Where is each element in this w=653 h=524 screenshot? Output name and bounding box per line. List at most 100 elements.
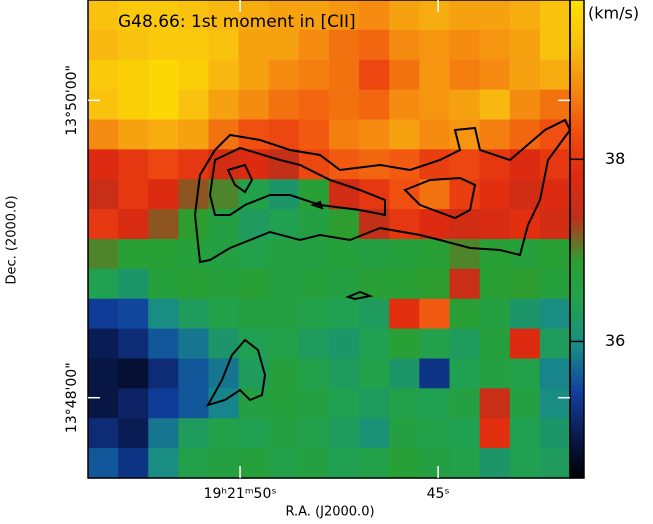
cell: [419, 89, 451, 121]
colorbar-strip: [570, 139, 584, 144]
colorbar-strip: [570, 171, 584, 176]
cell: [509, 358, 541, 389]
cell: [479, 209, 511, 240]
cell: [419, 298, 451, 330]
colorbar-strip: [570, 11, 584, 17]
colorbar-strip: [570, 306, 584, 312]
cell: [118, 119, 149, 150]
cell: [479, 29, 511, 61]
colorbar-strip: [570, 402, 584, 407]
cell: [118, 448, 149, 479]
colorbar-strip: [570, 430, 584, 435]
cell: [449, 29, 481, 61]
colorbar-strip: [570, 378, 584, 383]
cell: [298, 0, 330, 31]
cell: [479, 59, 511, 91]
y-tick-label: 13°50'00": [64, 65, 80, 136]
cell: [359, 298, 390, 330]
cell: [509, 298, 541, 330]
cell: [359, 268, 390, 300]
cell: [419, 388, 451, 419]
cell: [329, 59, 360, 91]
contour: [344, 290, 374, 301]
cell: [509, 328, 541, 360]
cell: [148, 448, 179, 479]
colorbar-strip: [570, 15, 584, 21]
colorbar-strip: [570, 211, 584, 216]
colorbar-strip: [570, 450, 584, 455]
cell: [148, 179, 179, 210]
cell: [449, 298, 481, 330]
colorbar-strip: [570, 446, 584, 451]
cell: [479, 388, 511, 419]
cell: [118, 89, 149, 121]
chart-title: G48.66: 1st moment in [CII]: [118, 12, 356, 32]
colorbar-strip: [570, 386, 584, 391]
cell: [329, 119, 360, 150]
cell: [419, 448, 451, 479]
cell: [298, 59, 330, 91]
cell: [208, 448, 240, 479]
cell: [118, 179, 149, 210]
colorbar-strip: [570, 47, 584, 53]
cell: [419, 268, 451, 300]
colorbar-strip: [570, 167, 584, 172]
x-tick-label: 45ˢ: [427, 486, 450, 502]
cell: [298, 298, 330, 330]
cell: [479, 0, 511, 31]
colorbar-strip: [570, 159, 584, 164]
cell: [148, 209, 179, 240]
colorbar-strip: [570, 466, 584, 471]
cell: [148, 268, 179, 300]
cell: [449, 268, 481, 300]
colorbar-strip: [570, 151, 584, 156]
cell: [539, 328, 571, 360]
colorbar-strip: [570, 418, 584, 423]
cell: [509, 119, 541, 150]
cell: [88, 388, 119, 419]
colorbar-frame: [569, 0, 585, 479]
cell: [238, 268, 270, 300]
cell: [389, 89, 420, 121]
cell: [389, 0, 420, 31]
cell: [298, 119, 330, 150]
cell: [419, 358, 451, 389]
colorbar-strip: [570, 342, 584, 348]
cell: [359, 0, 390, 31]
cell: [539, 179, 571, 210]
cell: [88, 298, 119, 330]
cell: [118, 59, 149, 91]
cell: [238, 418, 270, 449]
cell: [539, 358, 571, 389]
cell: [509, 89, 541, 121]
colorbar-strip: [570, 199, 584, 204]
cell: [419, 418, 451, 449]
cell: [419, 179, 451, 210]
cell: [539, 89, 571, 121]
cell: [208, 29, 240, 61]
cell: [148, 298, 179, 330]
colorbar-strip: [570, 135, 584, 141]
cell: [208, 89, 240, 121]
cell: [479, 119, 511, 150]
cell: [88, 29, 119, 61]
y-axis-label: Dec. (2000.0): [5, 195, 20, 284]
cell: [208, 119, 240, 150]
cell: [148, 239, 179, 270]
colorbar-strip: [570, 438, 584, 443]
colorbar-strip: [570, 362, 584, 368]
colorbar-strip: [570, 474, 584, 479]
cell: [389, 418, 420, 449]
colorbar-strip: [570, 207, 584, 212]
cell: [88, 0, 119, 31]
cell: [329, 209, 360, 240]
cell: [389, 448, 420, 479]
cell: [509, 418, 541, 449]
colorbar-strip: [570, 442, 584, 447]
contour: [403, 176, 477, 220]
cell: [88, 448, 119, 479]
colorbar-strip: [570, 163, 584, 168]
colorbar-strip: [570, 103, 584, 109]
colorbar-strip: [570, 55, 584, 61]
y-tick-label: 13°48'00": [64, 362, 80, 433]
